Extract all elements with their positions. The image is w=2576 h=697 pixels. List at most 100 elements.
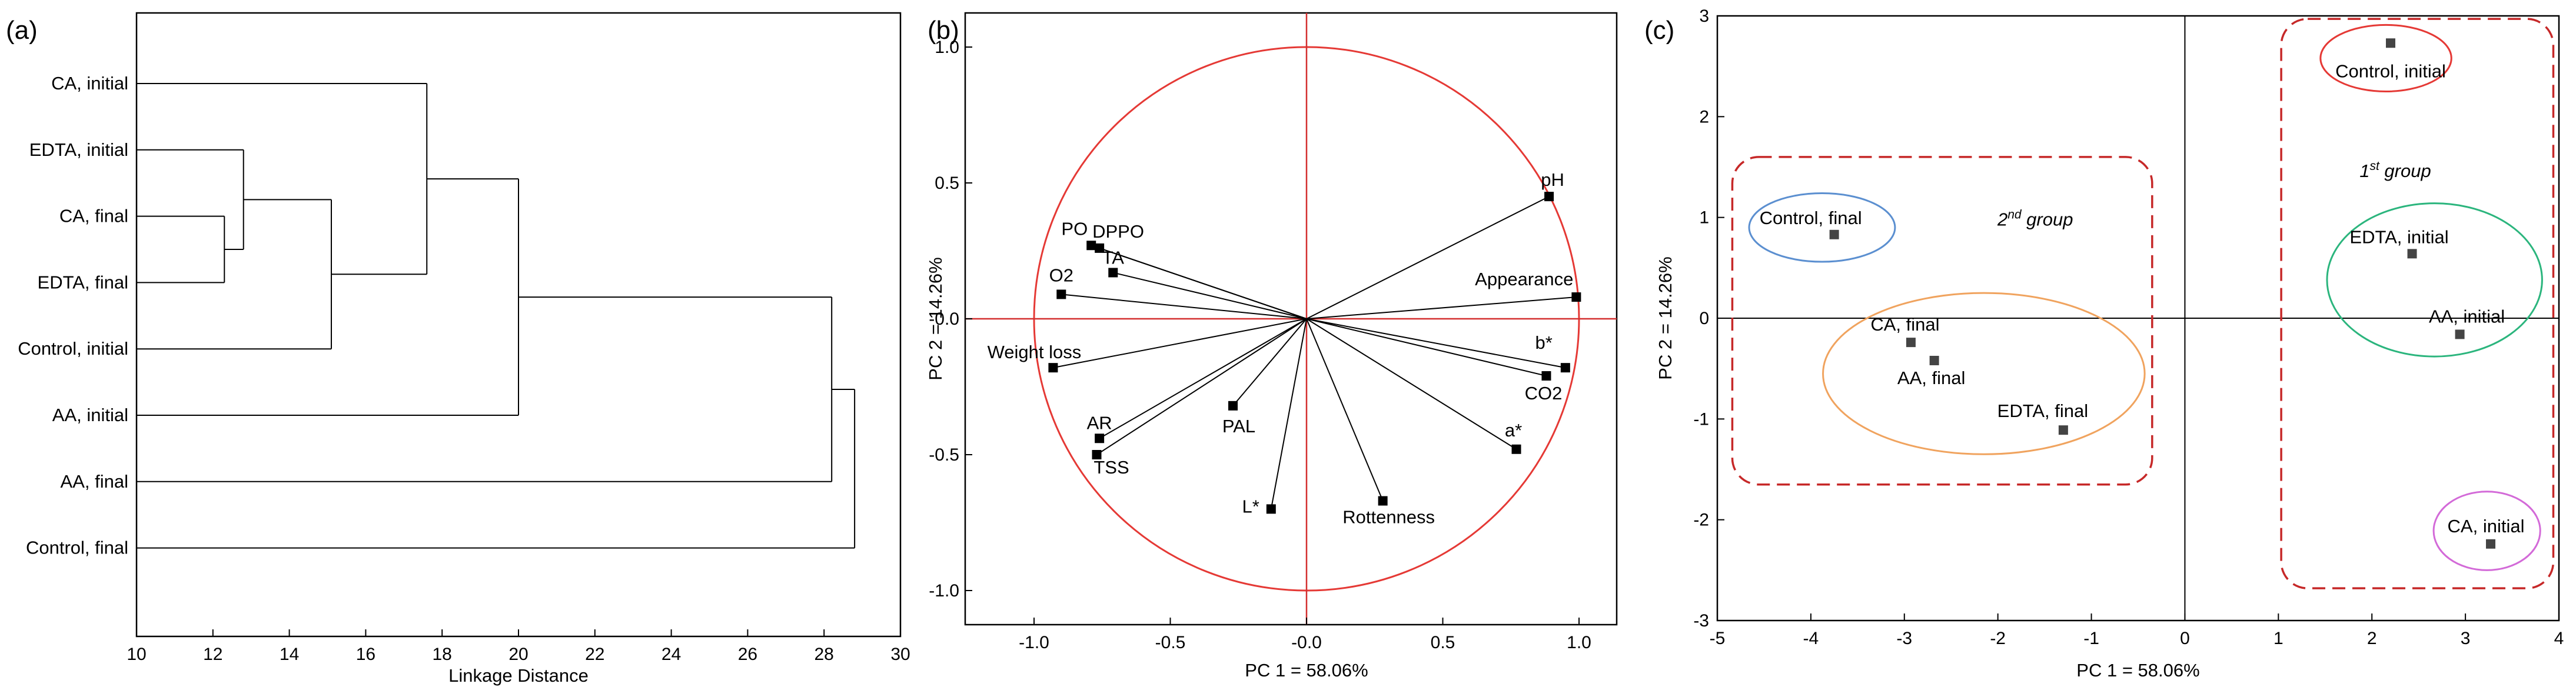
loading-point-pal <box>1228 401 1238 411</box>
ellipse-edta-aa-initial <box>2326 202 2543 358</box>
leaf-label-control-final: Control, final <box>26 538 128 558</box>
b-ytick-0.5: 0.5 <box>935 174 959 193</box>
loading-line-dppo <box>1099 247 1307 319</box>
a-xtick-20: 20 <box>508 645 528 664</box>
loading-label-weight-loss: Weight loss <box>988 342 1082 362</box>
c-ytick-2: 2 <box>1699 107 1709 126</box>
loading-point-appearance <box>1571 292 1581 302</box>
score-point-control-initial <box>2386 38 2395 48</box>
loading-label-l: L* <box>1242 496 1259 516</box>
b-xtick--1.0: -1.0 <box>1019 633 1049 652</box>
c-ytick--2: -2 <box>1693 511 1709 530</box>
loading-point-po <box>1086 241 1096 251</box>
leaf-label-edta-initial: EDTA, initial <box>29 139 128 160</box>
score-point-ca-initial <box>2486 539 2496 549</box>
score-label-aa-initial: AA, initial <box>2429 306 2505 326</box>
ellipse-control-initial <box>2319 24 2452 92</box>
a-xtick-18: 18 <box>433 645 452 664</box>
c-xtick--2: -2 <box>1990 629 2006 648</box>
score-point-control-final <box>1829 229 1839 239</box>
c-ytick-3: 3 <box>1699 6 1709 26</box>
loading-label-dppo: DPPO <box>1092 221 1144 242</box>
leaf-label-aa-initial: AA, initial <box>52 405 128 425</box>
loading-line-co2 <box>1306 318 1547 376</box>
b-ytick--0.5: -0.5 <box>929 445 959 465</box>
panel-c-ylabel: PC 2 = 14.26% <box>1655 256 1676 379</box>
ellipse-ca-initial <box>2432 491 2541 571</box>
b-xtick-1.0: 1.0 <box>1567 633 1591 652</box>
leaf-label-ca-final: CA, final <box>59 206 128 226</box>
leaf-label-ca-initial: CA, initial <box>51 73 128 94</box>
loading-line-ph <box>1306 196 1550 319</box>
loading-point-tss <box>1092 450 1102 459</box>
c-xtick--5: -5 <box>1710 629 1726 648</box>
c-ytick--3: -3 <box>1693 611 1709 631</box>
panel-a: (a) CA, initial EDTA, initial CA, final EDT… <box>6 12 910 686</box>
group-label-2nd: 2nd group <box>1997 208 2073 229</box>
b-ytick-1.0: 1.0 <box>935 38 959 57</box>
loading-label-pal: PAL <box>1222 416 1255 436</box>
loading-line-o2 <box>1061 294 1307 319</box>
score-point-edta-initial <box>2407 249 2417 259</box>
b-xtick--0.0: -0.0 <box>1291 633 1322 652</box>
ellipse-ca-aa-final <box>1822 292 2146 455</box>
score-point-edta-final <box>2058 425 2068 435</box>
c-xtick-1: 1 <box>2273 629 2284 648</box>
c-xtick--4: -4 <box>1803 629 1819 648</box>
loading-point-weight-loss <box>1048 363 1058 373</box>
a-xtick-24: 24 <box>662 645 681 664</box>
c-xtick-0: 0 <box>2180 629 2190 648</box>
c-xtick-2: 2 <box>2367 629 2377 648</box>
panel-c-xlabel: PC 1 = 58.06% <box>2076 660 2199 681</box>
panel-c: (c) 1st group 2nd group Control, initial E… <box>1644 6 2564 681</box>
panel-a-label: (a) <box>6 16 38 45</box>
a-xtick-12: 12 <box>203 645 222 664</box>
score-label-edta-final: EDTA, final <box>1997 401 2088 421</box>
score-label-edta-initial: EDTA, initial <box>2349 226 2448 247</box>
loading-line-l <box>1270 318 1307 509</box>
c-xtick--1: -1 <box>2083 629 2099 648</box>
loading-point-ph <box>1544 192 1554 202</box>
loading-line-b <box>1306 318 1566 369</box>
loading-label-b: b* <box>1535 332 1553 353</box>
loading-point-o2 <box>1056 289 1066 299</box>
loading-line-pal <box>1232 318 1307 406</box>
b-xtick-0.5: 0.5 <box>1431 633 1455 652</box>
loading-line-a <box>1306 318 1517 450</box>
loading-line-appearance <box>1306 296 1577 319</box>
a-xtick-14: 14 <box>280 645 299 664</box>
loading-label-ph: pH <box>1541 169 1564 190</box>
c-xtick-3: 3 <box>2461 629 2471 648</box>
a-xtick-26: 26 <box>738 645 757 664</box>
panel-c-label: (c) <box>1644 16 1674 45</box>
loading-point-dppo <box>1095 243 1105 253</box>
score-point-aa-final <box>1929 355 1939 365</box>
loading-point-rottenness <box>1378 496 1388 506</box>
c-xtick-4: 4 <box>2554 629 2564 648</box>
a-xtick-22: 22 <box>585 645 604 664</box>
score-label-ca-final: CA, final <box>1870 314 1939 335</box>
loading-line-weight-loss <box>1053 318 1307 369</box>
c-xtick--3: -3 <box>1896 629 1912 648</box>
score-label-control-initial: Control, initial <box>2335 61 2446 81</box>
a-xtick-10: 10 <box>127 645 146 664</box>
group-label-1st: 1st group <box>2359 159 2431 181</box>
c-ytick-0: 0 <box>1699 309 1709 328</box>
leaf-label-aa-final: AA, final <box>61 471 128 492</box>
c-ytick-1: 1 <box>1699 208 1709 228</box>
loading-label-o2: O2 <box>1049 265 1073 285</box>
b-ytick--0.0: -0.0 <box>929 309 959 329</box>
leaf-label-edta-final: EDTA, final <box>38 272 128 292</box>
score-label-ca-initial: CA, initial <box>2448 516 2525 536</box>
loading-line-ta <box>1113 272 1307 319</box>
a-xtick-28: 28 <box>815 645 834 664</box>
panel-b-ylabel: PC 2 = 14.26% <box>925 257 946 380</box>
loading-label-a: a* <box>1505 420 1522 441</box>
loading-point-b <box>1560 363 1570 373</box>
b-ytick--1.0: -1.0 <box>929 581 959 601</box>
a-xtick-30: 30 <box>890 645 910 664</box>
loading-line-tss <box>1096 318 1307 455</box>
ellipse-control-final <box>1748 192 1896 263</box>
